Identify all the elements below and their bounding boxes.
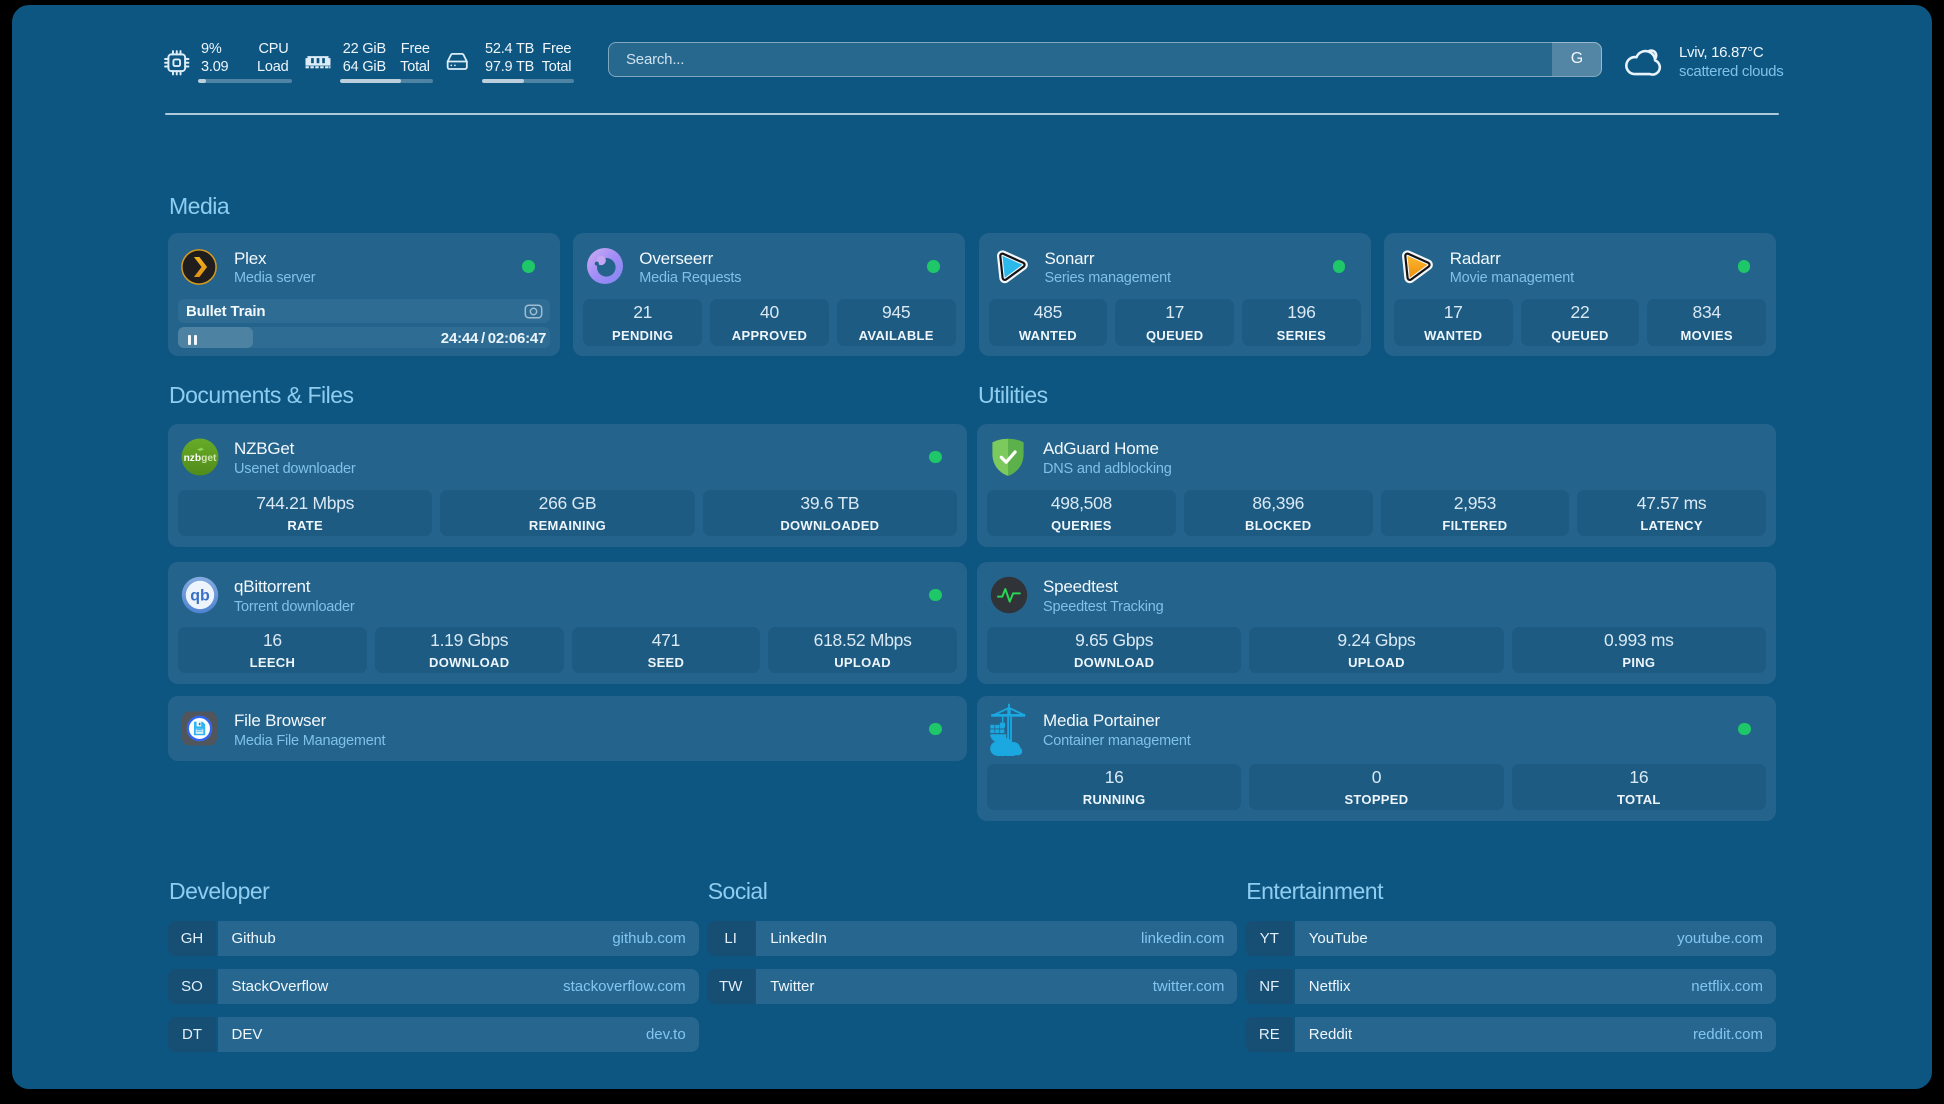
svg-text:qb: qb <box>190 587 210 604</box>
svg-text:nzbget: nzbget <box>184 453 217 464</box>
